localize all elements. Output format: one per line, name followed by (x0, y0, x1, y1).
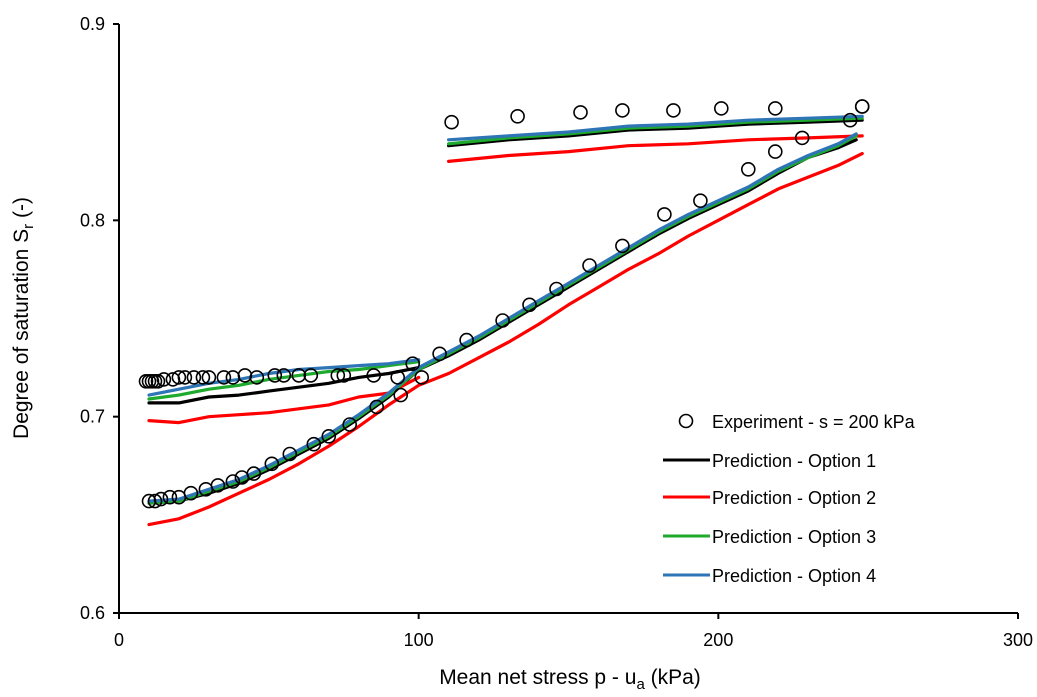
prediction-option-3-line (447, 116, 864, 146)
legend-option3-label: Prediction - Option 3 (712, 527, 876, 547)
prediction-option-2-line (147, 152, 864, 527)
experiment-point (342, 417, 358, 432)
experiment-point (201, 370, 217, 385)
experiment-point (432, 346, 447, 362)
experiment-point (510, 109, 525, 124)
experiment-point (330, 368, 346, 383)
experiment-point (522, 297, 537, 313)
experiment-point (303, 368, 319, 383)
ticks: 0 100 200 300 0.6 0.7 0.8 0.9 (80, 14, 1033, 650)
experiment-point (225, 370, 241, 385)
prediction-option-3-line (147, 360, 421, 401)
experiment-point (414, 370, 430, 385)
y-tick-label: 0.9 (80, 14, 105, 34)
legend-option1-label: Prediction - Option 1 (712, 451, 876, 471)
experiment-point (195, 370, 211, 385)
experiment-point (276, 368, 292, 383)
legend-experiment-label: Experiment - s = 200 kPa (712, 412, 916, 432)
x-tick-label: 0 (114, 630, 124, 650)
experiment-point (573, 105, 588, 120)
legend-option4-label: Prediction - Option 4 (712, 566, 876, 586)
experiment-point (156, 372, 172, 387)
experiment-point (794, 130, 810, 146)
prediction-option-2-line (447, 134, 864, 163)
experiment-point (321, 428, 337, 444)
x-tick-label: 200 (703, 630, 733, 650)
x-axis-title: Mean net stress p - ua (kPa) (439, 666, 701, 693)
experiment-point (336, 368, 352, 383)
x-tick-label: 100 (404, 630, 434, 650)
experiment-point (264, 456, 280, 472)
experiment-point (549, 281, 564, 297)
y-axis-title-text: Degree of saturation S (10, 229, 33, 439)
experiment-point (693, 193, 708, 208)
experiment-point (186, 370, 202, 385)
experiment-point (713, 101, 729, 116)
experiment-point (615, 238, 630, 254)
experiment-point (767, 101, 783, 116)
experiment-point (234, 470, 250, 485)
prediction-option-1-line (147, 366, 421, 405)
experiment-point (306, 436, 322, 452)
experiment-point (267, 368, 283, 383)
experiment-point (582, 258, 597, 273)
experiment-point (366, 368, 382, 383)
x-axis-title-subscript: a (636, 676, 645, 693)
prediction-option-2-line (147, 375, 421, 425)
experiment-point (657, 207, 672, 222)
experiment-point (216, 370, 232, 385)
experiment-point (291, 368, 307, 383)
prediction-option-4-line (447, 114, 864, 142)
experiment-point (459, 332, 474, 348)
y-tick-label: 0.6 (80, 603, 105, 623)
experiment-point (177, 370, 193, 385)
experiment-point (740, 162, 756, 177)
experiment-point (198, 481, 214, 497)
experiment-point (615, 103, 630, 118)
y-tick-label: 0.8 (80, 210, 105, 230)
experiment-point (767, 144, 783, 159)
experiment-point (249, 370, 265, 385)
experiment-point (405, 356, 421, 372)
experiment-point (237, 368, 253, 383)
experiment-point (171, 370, 187, 385)
experiment-point (141, 493, 157, 509)
prediction-option-1-line (447, 118, 864, 148)
prediction-option-4-line (147, 358, 421, 397)
experiment-point (495, 313, 510, 328)
experiment-point (842, 112, 858, 128)
y-axis-title-units: (-) (10, 197, 33, 224)
experiment-points (138, 99, 870, 509)
y-axis-title-subscript: r (20, 224, 37, 229)
experiment-point (147, 493, 163, 509)
y-axis-title: Degree of saturation Sr (-) (10, 197, 37, 439)
x-axis-title-units: (kPa) (645, 666, 701, 689)
experiment-point (854, 99, 870, 114)
legend-experiment-marker (678, 413, 694, 429)
experiment-point (444, 114, 459, 130)
legend: Experiment - s = 200 kPa Prediction - Op… (663, 412, 916, 586)
experiment-point (171, 489, 187, 505)
experiment-point (162, 489, 178, 505)
experiment-point (393, 387, 409, 403)
legend-option2-label: Prediction - Option 2 (712, 488, 876, 508)
experiment-point (369, 399, 385, 415)
y-tick-label: 0.7 (80, 407, 105, 427)
experiment-point (390, 370, 406, 385)
experiment-point (282, 446, 298, 462)
axes (118, 24, 1018, 614)
experiment-point (225, 474, 241, 489)
x-tick-label: 300 (1003, 630, 1033, 650)
experiment-point (666, 103, 681, 118)
experiment-point (150, 373, 166, 389)
x-axis-title-text: Mean net stress p - u (439, 666, 636, 689)
